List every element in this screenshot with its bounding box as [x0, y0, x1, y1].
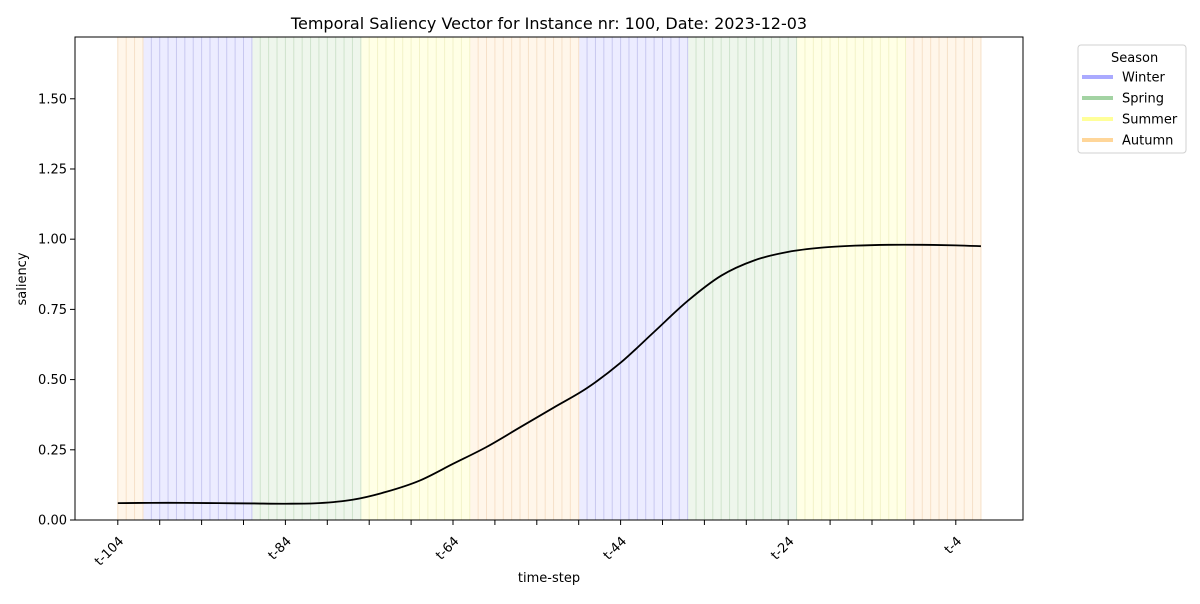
legend: Season Winter Spring Summer Autumn: [1077, 44, 1187, 154]
season-band-spring: [251, 37, 361, 520]
season-band-winter: [142, 37, 252, 520]
season-band-spring: [687, 37, 797, 520]
x-tick-label: t-4: [942, 534, 965, 557]
y-tick-label: 1.25: [38, 162, 67, 177]
series-layer: [117, 243, 981, 505]
season-band-winter: [578, 37, 688, 520]
legend-label-summer: Summer: [1122, 113, 1178, 128]
season-band-summer: [360, 37, 470, 520]
x-axis-label: time-step: [518, 571, 580, 586]
x-tick-label: t-104: [92, 534, 127, 569]
y-tick-label: 0.00: [38, 514, 67, 529]
x-tick-label: t-84: [266, 534, 295, 563]
season-band-autumn: [469, 37, 579, 520]
plot-frame: [74, 36, 1024, 521]
y-tick-label: 0.50: [38, 373, 67, 388]
legend-title: Season: [1111, 51, 1158, 66]
x-tick-label: t-24: [768, 534, 797, 563]
x-axis: t-104 t-84 t-64 t-44 t-24 t-4: [92, 520, 965, 569]
timestep-gridlines: [117, 37, 982, 520]
legend-label-spring: Spring: [1122, 92, 1164, 107]
y-axis: 0.00 0.25 0.50 0.75 1.00 1.25 1.50: [38, 92, 75, 529]
season-band-summer: [796, 37, 906, 520]
legend-label-winter: Winter: [1122, 71, 1166, 86]
y-tick-label: 1.00: [38, 233, 67, 248]
y-tick-label: 0.75: [38, 303, 67, 318]
y-tick-label: 1.50: [38, 92, 67, 107]
y-axis-label: saliency: [15, 252, 30, 305]
y-tick-label: 0.25: [38, 443, 67, 458]
chart-title: Temporal Saliency Vector for Instance nr…: [290, 14, 807, 33]
season-bands: [117, 37, 981, 520]
season-band-autumn: [905, 37, 981, 520]
legend-box: [1077, 44, 1187, 154]
legend-label-autumn: Autumn: [1122, 134, 1173, 149]
season-band-autumn: [117, 37, 143, 520]
x-tick-label: t-64: [433, 534, 462, 563]
x-tick-label: t-44: [601, 534, 630, 563]
saliency-line: [117, 243, 981, 505]
